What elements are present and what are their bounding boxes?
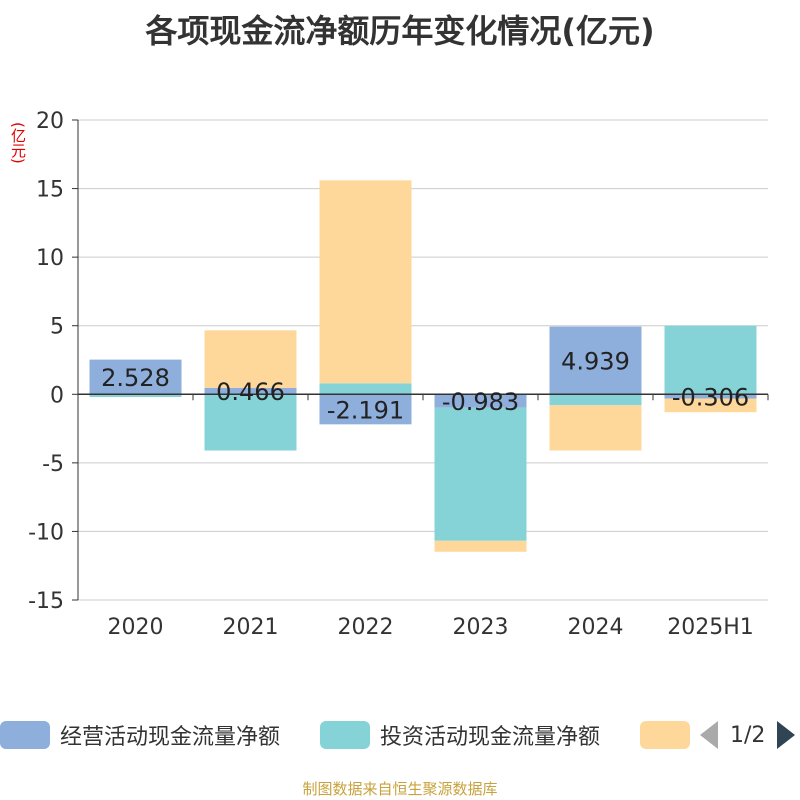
bar-series2-2022 bbox=[319, 180, 412, 384]
bar-series0-2022 bbox=[319, 394, 412, 425]
legend: 经营活动现金流量净额 投资活动现金流量净额 1/2 bbox=[0, 715, 800, 755]
data-label: -0.983 bbox=[442, 388, 519, 416]
bar-series0-2025H1 bbox=[664, 394, 757, 399]
bar-series1-2023 bbox=[434, 407, 527, 541]
x-tick-label: 2024 bbox=[568, 615, 624, 640]
bar-series1-2022 bbox=[319, 383, 412, 395]
x-tick-label: 2022 bbox=[338, 615, 394, 640]
legend-swatch-operating bbox=[0, 721, 50, 749]
legend-prev-page-icon[interactable] bbox=[700, 721, 718, 749]
data-label: 4.939 bbox=[561, 347, 630, 375]
y-tick-label: -10 bbox=[28, 520, 64, 545]
x-tick-label: 2021 bbox=[223, 615, 279, 640]
bar-series1-2020 bbox=[89, 394, 182, 398]
legend-item-financing[interactable] bbox=[640, 715, 700, 755]
y-tick-label: 10 bbox=[36, 246, 64, 271]
data-label: -2.191 bbox=[327, 396, 404, 424]
data-label: 2.528 bbox=[101, 364, 170, 392]
y-tick-label: 15 bbox=[36, 178, 64, 203]
legend-pager: 1/2 bbox=[700, 715, 796, 755]
legend-label-investing: 投资活动现金流量净额 bbox=[380, 725, 601, 750]
bar-series0-2021 bbox=[204, 387, 297, 395]
bar-series1-2021 bbox=[204, 394, 297, 451]
bar-series2-2021 bbox=[204, 330, 297, 388]
data-label: -0.306 bbox=[672, 383, 749, 411]
data-label: 0.466 bbox=[216, 378, 285, 406]
chart-area: -15 -10 -5 0 5 10 15 20 2.528 0.466 -2.191 -0.983 4.… bbox=[28, 109, 769, 640]
bar-series0-2023 bbox=[434, 394, 527, 408]
y-tick-label: 0 bbox=[50, 383, 64, 408]
legend-swatch-investing bbox=[320, 721, 370, 749]
legend-item-operating[interactable]: 经营活动现金流量净额 bbox=[0, 715, 280, 755]
y-tick-label: -5 bbox=[42, 452, 64, 477]
bar-series2-2025H1 bbox=[664, 398, 757, 413]
bar-series2-2024 bbox=[549, 405, 642, 451]
chart-title: 各项现金流净额历年变化情况(亿元) bbox=[145, 12, 655, 50]
bar-series2-2023 bbox=[434, 540, 527, 552]
bar-series1-2024 bbox=[549, 394, 642, 406]
y-tick-label: -15 bbox=[28, 589, 64, 614]
legend-page-indicator: 1/2 bbox=[730, 722, 766, 748]
data-source-note: 制图数据来自恒生聚源数据库 bbox=[302, 780, 498, 798]
legend-item-investing[interactable]: 投资活动现金流量净额 bbox=[320, 715, 600, 755]
legend-label-operating: 经营活动现金流量净额 bbox=[60, 725, 281, 750]
x-tick-label: 2020 bbox=[108, 615, 164, 640]
legend-next-page-icon[interactable] bbox=[777, 721, 796, 749]
bar-series0-2024 bbox=[549, 326, 642, 395]
legend-swatch-financing bbox=[640, 721, 690, 749]
bar-series1-2025H1 bbox=[664, 325, 757, 395]
x-tick-label: 2025H1 bbox=[667, 615, 754, 640]
y-axis-unit: (亿元) bbox=[9, 122, 27, 164]
y-tick-label: 20 bbox=[36, 109, 64, 134]
bar-series0-2020 bbox=[89, 359, 182, 395]
y-tick-label: 5 bbox=[50, 315, 64, 340]
x-tick-label: 2023 bbox=[453, 615, 509, 640]
